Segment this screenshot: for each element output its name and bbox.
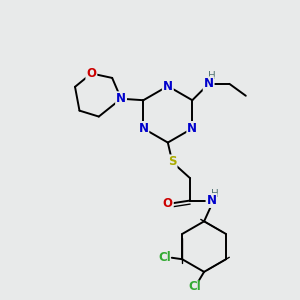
Text: N: N — [206, 194, 217, 207]
Text: N: N — [163, 80, 173, 93]
Text: Cl: Cl — [189, 280, 202, 293]
Text: N: N — [204, 77, 214, 90]
Text: H: H — [208, 70, 216, 80]
Text: O: O — [86, 67, 96, 80]
Text: N: N — [187, 122, 197, 135]
Text: S: S — [168, 155, 176, 168]
Text: N: N — [138, 122, 148, 135]
Text: N: N — [116, 92, 126, 105]
Text: H: H — [211, 189, 219, 199]
Text: Cl: Cl — [158, 251, 171, 264]
Text: O: O — [163, 197, 173, 210]
